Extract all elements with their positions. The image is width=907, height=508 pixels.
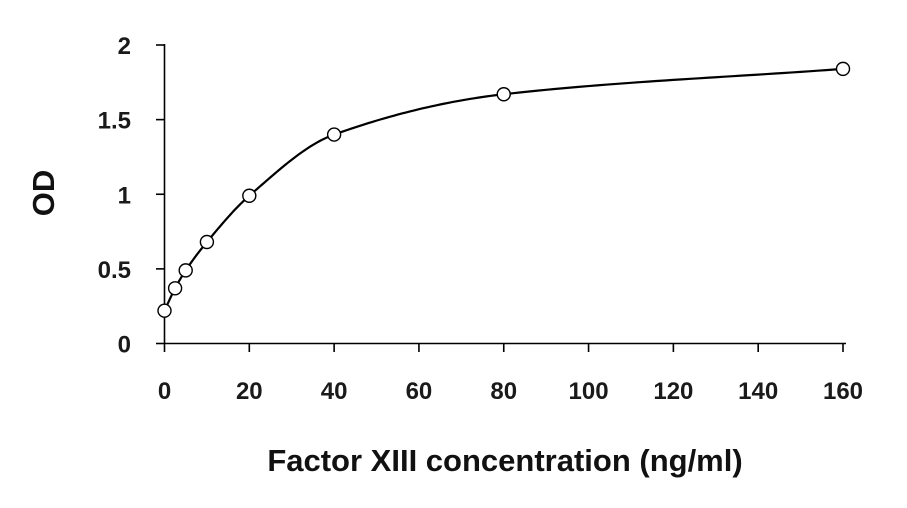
y-tick-label: 0.5: [98, 257, 131, 284]
data-point: [178, 263, 193, 278]
x-tick-label: 140: [738, 378, 778, 405]
x-tick-label: 100: [569, 378, 609, 405]
y-tick-label: 1.5: [98, 108, 131, 135]
x-axis-title: Factor XIII concentration (ng/ml): [267, 443, 742, 478]
x-tick-label: 120: [653, 378, 693, 405]
y-tick-label: 0: [118, 332, 131, 359]
data-points: [157, 61, 851, 318]
data-point: [157, 303, 172, 318]
y-axis-title: OD: [26, 170, 61, 217]
data-point: [326, 127, 342, 142]
x-tick-label: 40: [321, 378, 348, 405]
x-tick-label: 0: [158, 378, 171, 405]
data-point: [242, 188, 257, 203]
x-tick-label: 20: [236, 378, 263, 405]
data-point: [167, 281, 183, 296]
data-point: [496, 87, 511, 102]
x-tick-label: 60: [406, 378, 433, 405]
x-tick-label: 80: [490, 378, 517, 405]
y-ticks: 0 0.5 1 1.5 2: [98, 33, 165, 359]
data-point: [835, 61, 851, 77]
x-tick-label: 160: [823, 378, 863, 405]
y-tick-label: 1: [118, 182, 131, 209]
x-ticks: 0 20 40 60 80 100 120 140 160: [158, 343, 863, 405]
fit-curve: [163, 67, 844, 312]
y-tick-label: 2: [118, 33, 131, 60]
data-point: [199, 234, 215, 250]
